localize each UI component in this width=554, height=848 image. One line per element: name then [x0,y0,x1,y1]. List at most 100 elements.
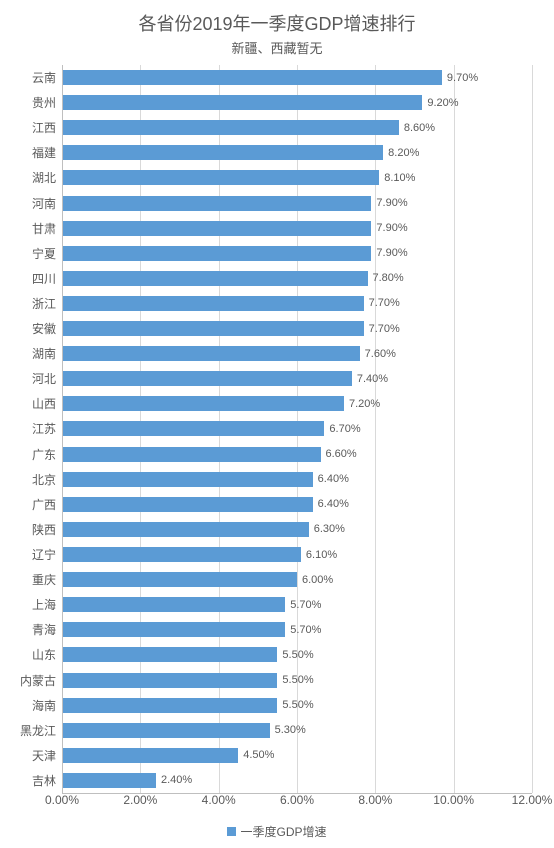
category-label: 内蒙古 [2,672,62,689]
bar [62,296,364,311]
value-label: 6.00% [297,574,333,586]
bar [62,698,277,713]
value-label: 7.70% [364,297,400,309]
value-label: 7.70% [364,323,400,335]
category-label: 陕西 [2,521,62,538]
bar [62,622,285,637]
bar-row: 辽宁6.10% [62,542,532,567]
bar [62,321,364,336]
x-tick-label: 12.00% [512,793,553,807]
legend: 一季度GDP增速 [0,823,554,840]
bar-row: 海南5.50% [62,693,532,718]
bar-row: 天津4.50% [62,743,532,768]
bar-row: 浙江7.70% [62,291,532,316]
value-label: 5.70% [285,624,321,636]
bar-row: 山西7.20% [62,391,532,416]
bar [62,421,324,436]
value-label: 6.30% [309,523,345,535]
y-axis-line [62,65,63,793]
bar [62,271,368,286]
bar [62,472,313,487]
bar [62,120,399,135]
category-label: 广西 [2,496,62,513]
bar-row: 重庆6.00% [62,567,532,592]
bar-row: 湖北8.10% [62,165,532,190]
category-label: 河南 [2,195,62,212]
bar [62,723,270,738]
bar-row: 河南7.90% [62,191,532,216]
value-label: 6.10% [301,549,337,561]
category-label: 山东 [2,646,62,663]
bar [62,572,297,587]
category-label: 北京 [2,471,62,488]
category-label: 江苏 [2,420,62,437]
category-label: 海南 [2,697,62,714]
bar [62,522,309,537]
bar [62,170,379,185]
chart-title: 各省份2019年一季度GDP增速排行 [0,0,554,36]
category-label: 福建 [2,144,62,161]
value-label: 7.90% [371,222,407,234]
x-tick-label: 2.00% [123,793,157,807]
bar-row: 四川7.80% [62,266,532,291]
category-label: 江西 [2,119,62,136]
bar-row: 广东6.60% [62,442,532,467]
bar-row: 吉林2.40% [62,768,532,793]
bar-row: 湖南7.60% [62,341,532,366]
category-label: 云南 [2,69,62,86]
value-label: 6.40% [313,473,349,485]
bar [62,396,344,411]
bar [62,246,371,261]
category-label: 天津 [2,747,62,764]
bar-row: 云南9.70% [62,65,532,90]
bar-row: 广西6.40% [62,492,532,517]
value-label: 6.60% [321,448,357,460]
category-label: 重庆 [2,571,62,588]
category-label: 广东 [2,446,62,463]
category-label: 辽宁 [2,546,62,563]
bar-row: 河北7.40% [62,366,532,391]
bar [62,145,383,160]
category-label: 宁夏 [2,245,62,262]
bar [62,647,277,662]
category-label: 山西 [2,395,62,412]
bar-row: 上海5.70% [62,592,532,617]
category-label: 上海 [2,596,62,613]
bar [62,447,321,462]
x-tick-label: 8.00% [358,793,392,807]
value-label: 7.90% [371,197,407,209]
bar-row: 贵州9.20% [62,90,532,115]
bar-row: 北京6.40% [62,467,532,492]
bar-row: 内蒙古5.50% [62,667,532,692]
value-label: 8.10% [379,172,415,184]
bar [62,748,238,763]
value-label: 4.50% [238,749,274,761]
plot-area: 云南9.70%贵州9.20%江西8.60%福建8.20%湖北8.10%河南7.9… [62,65,532,793]
value-label: 5.70% [285,599,321,611]
value-label: 9.20% [422,97,458,109]
legend-label: 一季度GDP增速 [240,823,326,840]
bar [62,346,360,361]
bar-row: 甘肃7.90% [62,216,532,241]
value-label: 7.60% [360,348,396,360]
bar [62,773,156,788]
category-label: 河北 [2,370,62,387]
bar [62,221,371,236]
x-tick-label: 4.00% [202,793,236,807]
x-tick-label: 0.00% [45,793,79,807]
category-label: 四川 [2,270,62,287]
chart-container: 各省份2019年一季度GDP增速排行 新疆、西藏暂无 云南9.70%贵州9.20… [0,0,554,848]
bar-row: 黑龙江5.30% [62,718,532,743]
bar [62,547,301,562]
value-label: 9.70% [442,72,478,84]
bar [62,95,422,110]
value-label: 7.90% [371,247,407,259]
value-label: 2.40% [156,774,192,786]
value-label: 7.40% [352,373,388,385]
x-axis: 0.00%2.00%4.00%6.00%8.00%10.00%12.00% [62,793,532,813]
bar-row: 江苏6.70% [62,416,532,441]
bar [62,70,442,85]
bar-row: 陕西6.30% [62,517,532,542]
x-tick-label: 6.00% [280,793,314,807]
bar-row: 青海5.70% [62,617,532,642]
